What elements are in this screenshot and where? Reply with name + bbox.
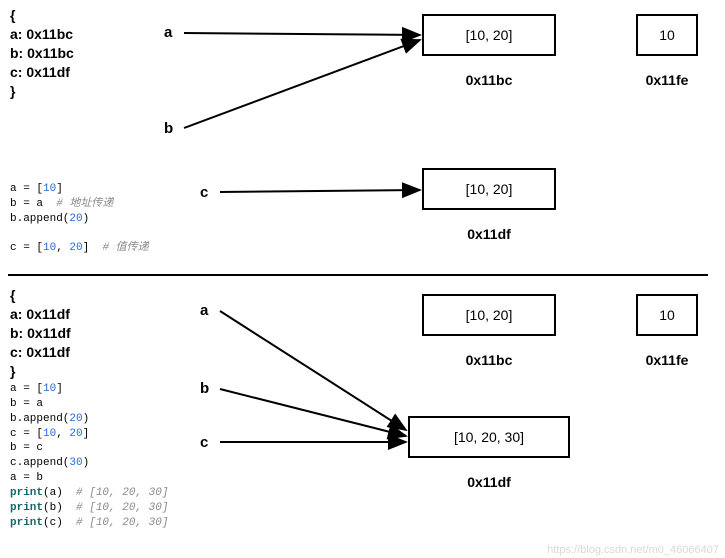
panel-bot: { a: 0x11df b: 0x11df c: 0x11df } a = [1… bbox=[0, 274, 725, 558]
var-a-bot: a bbox=[200, 302, 208, 319]
code-top: a = [10] b = a # 地址传递 b.append(20) c = [… bbox=[10, 182, 149, 256]
addr-top-3: 0x11fe bbox=[636, 72, 698, 88]
box-top-2: [10, 20] bbox=[422, 168, 556, 210]
box-bot-3: 10 bbox=[636, 294, 698, 336]
addr-top-2: 0x11df bbox=[422, 226, 556, 242]
addr-bot-2: 0x11df bbox=[408, 474, 570, 490]
watermark: https://blog.csdn.net/m0_46066407 bbox=[547, 544, 719, 556]
var-b-bot: b bbox=[200, 380, 209, 397]
var-c-bot: c bbox=[200, 434, 208, 451]
box-top-3: 10 bbox=[636, 14, 698, 56]
box-bot-1: [10, 20] bbox=[422, 294, 556, 336]
var-c-top: c bbox=[200, 184, 208, 201]
addr-bot-1: 0x11bc bbox=[422, 352, 556, 368]
panel-top: { a: 0x11bc b: 0x11bc c: 0x11df } a = [1… bbox=[0, 0, 725, 274]
box-bot-2: [10, 20, 30] bbox=[408, 416, 570, 458]
namespace-top: { a: 0x11bc b: 0x11bc c: 0x11df } bbox=[10, 6, 74, 100]
addr-bot-3: 0x11fe bbox=[636, 352, 698, 368]
namespace-bot: { a: 0x11df b: 0x11df c: 0x11df } bbox=[10, 286, 71, 380]
var-b-top: b bbox=[164, 120, 173, 137]
addr-top-1: 0x11bc bbox=[422, 72, 556, 88]
var-a-top: a bbox=[164, 24, 172, 41]
box-top-1: [10, 20] bbox=[422, 14, 556, 56]
code-bot: a = [10] b = a b.append(20) c = [10, 20]… bbox=[10, 382, 168, 530]
